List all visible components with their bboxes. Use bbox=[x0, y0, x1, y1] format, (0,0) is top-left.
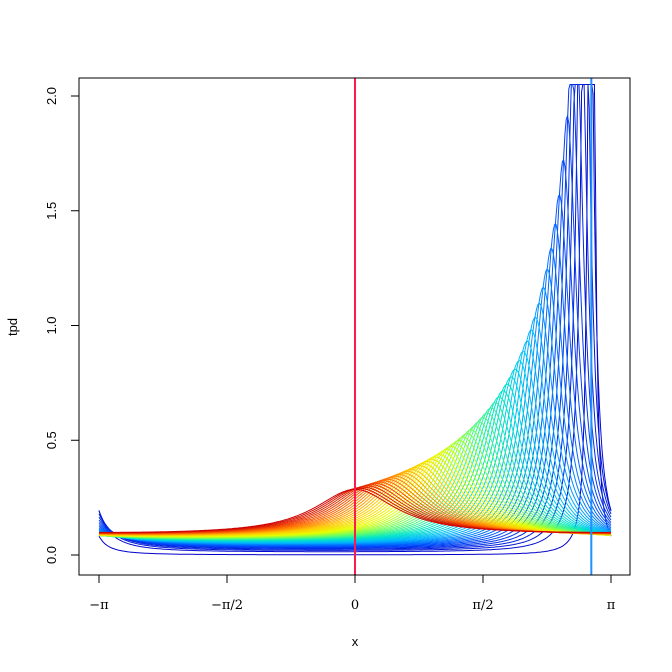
y-tick-label: 2.0 bbox=[44, 87, 59, 105]
x-axis-title: x bbox=[352, 634, 359, 649]
x-axis: −π −π/2 0 π/2 π bbox=[89, 574, 616, 613]
x-tick-label: π bbox=[607, 598, 616, 613]
x-tick-label: −π/2 bbox=[211, 598, 243, 613]
y-axis: 0.0 0.5 1.0 1.5 2.0 bbox=[44, 87, 80, 564]
y-axis-title: tpd bbox=[5, 318, 20, 336]
y-tick-label: 1.0 bbox=[44, 316, 59, 334]
x-tick-label: π/2 bbox=[472, 598, 493, 613]
y-tick-label: 0.0 bbox=[44, 546, 59, 564]
y-tick-label: 0.5 bbox=[44, 431, 59, 449]
x-tick-label: 0 bbox=[351, 598, 359, 613]
y-tick-label: 1.5 bbox=[44, 202, 59, 220]
x-tick-label: −π bbox=[89, 598, 109, 613]
vertical-lines bbox=[354, 78, 593, 575]
